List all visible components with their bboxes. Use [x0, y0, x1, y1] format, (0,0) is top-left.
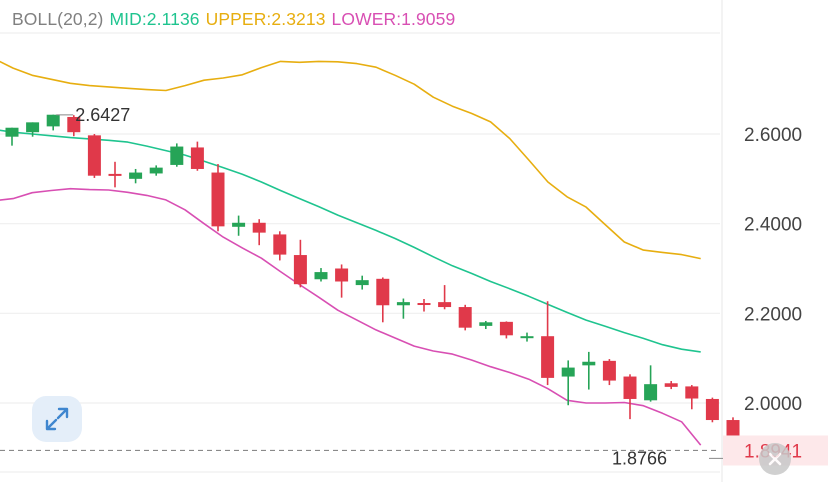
close-button[interactable]	[759, 443, 791, 475]
candle-body	[685, 386, 699, 399]
candle	[685, 385, 699, 410]
candle-body	[314, 272, 328, 280]
candle	[561, 360, 575, 406]
candle	[149, 165, 163, 176]
high-price-label: 2.6427	[75, 105, 130, 125]
candle	[520, 332, 534, 342]
candle-body	[355, 280, 369, 286]
band-line-upper	[0, 60, 701, 260]
band-line-mid	[0, 129, 701, 353]
price-axis: 2.6000 2.4000 2.2000 2.0000	[744, 125, 802, 415]
indicator-legend: BOLL(20,2) MID:2.1136 UPPER:2.3213 LOWER:1.…	[12, 9, 461, 30]
candle	[623, 374, 637, 420]
bollinger-bands	[0, 60, 702, 446]
candle-body	[561, 367, 575, 377]
legend-lower-value: LOWER:1.9059	[331, 9, 456, 29]
expand-chart-button[interactable]	[32, 396, 82, 442]
close-x-icon	[768, 452, 782, 466]
y-tick-label: 2.4000	[744, 215, 802, 236]
candle-body	[499, 321, 513, 336]
candle	[46, 114, 60, 131]
candle	[129, 168, 143, 184]
candle	[252, 219, 266, 246]
candle	[293, 239, 307, 288]
candle-body	[252, 222, 266, 233]
candle-body	[5, 127, 19, 137]
candle	[170, 143, 184, 167]
candle-body	[541, 336, 555, 378]
expand-arrows-icon	[45, 407, 69, 431]
y-tick-label: 2.0000	[744, 394, 802, 415]
candle-body	[479, 322, 493, 326]
candle-body	[335, 268, 349, 282]
candle-body	[705, 398, 719, 421]
candle-body	[293, 255, 307, 285]
candle	[417, 298, 431, 312]
candle-body	[376, 278, 390, 306]
candle-body	[582, 361, 596, 366]
legend-title: BOLL(20,2)	[12, 9, 104, 29]
candle	[644, 365, 658, 402]
gridlines	[0, 0, 723, 482]
low-price-label: 1.8766	[612, 448, 667, 468]
candle	[87, 134, 101, 178]
legend-upper-value: UPPER:2.3213	[205, 9, 326, 29]
candle	[499, 321, 513, 339]
candle-body	[520, 336, 534, 339]
candle	[190, 141, 204, 171]
candle-body	[87, 135, 101, 176]
candle	[232, 215, 246, 236]
candle-body	[67, 116, 81, 133]
candle-body	[232, 222, 246, 227]
candle	[26, 122, 40, 137]
candle-body	[438, 302, 452, 308]
candle-body	[644, 384, 658, 401]
candle	[5, 127, 19, 146]
candle	[314, 268, 328, 282]
candle	[705, 397, 719, 423]
candle-body	[108, 173, 122, 176]
candle	[664, 381, 678, 390]
candle	[541, 301, 555, 386]
candle	[479, 320, 493, 330]
candle-body	[170, 146, 184, 165]
candle-body	[458, 307, 472, 328]
candle-body	[623, 376, 637, 399]
y-tick-label: 2.2000	[744, 304, 802, 325]
band-line-lower	[0, 187, 702, 446]
candle-body	[211, 172, 225, 227]
candle-body	[129, 172, 143, 179]
candle	[376, 277, 390, 323]
candle	[355, 275, 369, 290]
candle-body	[46, 114, 60, 127]
candle	[273, 231, 287, 261]
candle	[582, 351, 596, 390]
candle-body	[602, 360, 616, 381]
candle	[458, 304, 472, 331]
candle	[396, 298, 410, 319]
candle-body	[417, 303, 431, 306]
candle-body	[273, 234, 287, 255]
candle	[67, 115, 81, 137]
candle-body	[664, 383, 678, 387]
candle-body	[190, 147, 204, 169]
candle	[108, 161, 122, 188]
candle-body	[396, 302, 410, 306]
candle	[335, 264, 349, 298]
candle	[438, 285, 452, 310]
candle-body	[26, 122, 40, 133]
legend-mid-value: MID:2.1136	[109, 9, 200, 29]
candle-body	[149, 167, 163, 174]
candle	[211, 164, 225, 232]
candlesticks	[5, 114, 740, 459]
candle	[602, 359, 616, 386]
y-tick-label: 2.6000	[744, 125, 802, 146]
